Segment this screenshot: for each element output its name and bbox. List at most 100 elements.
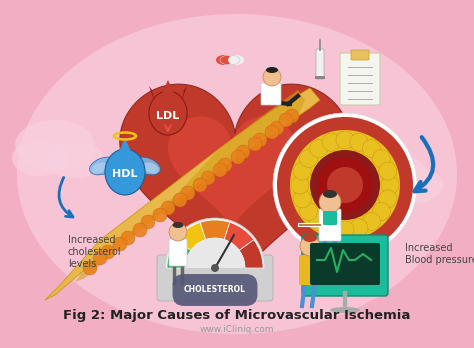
Wedge shape (176, 222, 206, 250)
Circle shape (381, 176, 399, 194)
Polygon shape (45, 88, 320, 300)
Circle shape (193, 178, 207, 192)
Circle shape (83, 261, 97, 275)
Wedge shape (224, 222, 254, 250)
Circle shape (211, 264, 219, 272)
Circle shape (231, 150, 245, 164)
Circle shape (169, 223, 187, 241)
Circle shape (218, 158, 232, 172)
Ellipse shape (105, 149, 145, 195)
Circle shape (327, 167, 363, 203)
FancyBboxPatch shape (340, 53, 380, 105)
Ellipse shape (144, 163, 158, 174)
Ellipse shape (17, 14, 457, 334)
FancyBboxPatch shape (319, 209, 341, 241)
Text: Increased: Increased (68, 235, 116, 245)
Circle shape (270, 121, 284, 135)
FancyBboxPatch shape (310, 243, 380, 285)
Ellipse shape (228, 55, 244, 65)
Ellipse shape (15, 120, 95, 170)
Ellipse shape (323, 190, 337, 198)
Circle shape (310, 212, 328, 230)
Circle shape (336, 221, 354, 239)
FancyBboxPatch shape (299, 255, 321, 285)
Ellipse shape (387, 167, 443, 203)
Polygon shape (75, 90, 305, 282)
Ellipse shape (12, 140, 68, 176)
Ellipse shape (330, 307, 360, 313)
Circle shape (265, 125, 279, 139)
Text: Increased: Increased (405, 243, 453, 253)
Circle shape (201, 171, 215, 185)
Circle shape (291, 176, 309, 194)
FancyBboxPatch shape (169, 239, 187, 266)
Ellipse shape (90, 157, 117, 175)
Polygon shape (160, 80, 176, 98)
Circle shape (279, 113, 293, 127)
Ellipse shape (45, 142, 105, 178)
Circle shape (379, 190, 397, 208)
Circle shape (373, 203, 391, 220)
Ellipse shape (216, 55, 232, 65)
FancyBboxPatch shape (351, 50, 369, 60)
Circle shape (317, 157, 373, 213)
Circle shape (133, 223, 147, 237)
Text: www.iCliniq.com: www.iCliniq.com (200, 325, 274, 334)
Circle shape (319, 191, 341, 213)
Wedge shape (239, 240, 263, 268)
Ellipse shape (149, 91, 187, 135)
Circle shape (141, 215, 155, 229)
Ellipse shape (303, 234, 317, 242)
Text: cholesterol: cholesterol (68, 247, 122, 257)
Ellipse shape (134, 157, 160, 175)
Circle shape (322, 219, 340, 237)
Ellipse shape (352, 153, 428, 197)
Circle shape (93, 251, 107, 265)
Circle shape (300, 203, 318, 220)
Circle shape (350, 219, 368, 237)
Circle shape (363, 140, 381, 158)
Ellipse shape (173, 222, 183, 228)
Circle shape (213, 163, 227, 177)
Text: Fig 2: Major Causes of Microvascular Ischemia: Fig 2: Major Causes of Microvascular Isc… (64, 308, 410, 322)
Circle shape (161, 201, 175, 215)
Circle shape (336, 131, 354, 149)
Polygon shape (149, 86, 154, 100)
Polygon shape (120, 84, 350, 292)
FancyBboxPatch shape (316, 49, 324, 79)
Circle shape (236, 145, 250, 159)
Ellipse shape (342, 170, 398, 206)
Text: HDL: HDL (112, 169, 138, 179)
Circle shape (253, 133, 267, 147)
Circle shape (300, 236, 320, 256)
FancyBboxPatch shape (323, 211, 337, 225)
FancyBboxPatch shape (157, 255, 273, 301)
FancyBboxPatch shape (302, 235, 388, 296)
Wedge shape (200, 220, 230, 239)
Ellipse shape (266, 67, 278, 73)
Text: levels: levels (68, 259, 96, 269)
Circle shape (322, 133, 340, 151)
Wedge shape (167, 240, 191, 268)
Circle shape (293, 190, 311, 208)
Text: CHOLESTEROL: CHOLESTEROL (184, 285, 246, 294)
Circle shape (181, 186, 195, 200)
Circle shape (173, 193, 187, 207)
Wedge shape (165, 218, 265, 268)
Circle shape (290, 130, 400, 240)
Text: Blood pressure: Blood pressure (405, 255, 474, 265)
Circle shape (310, 140, 328, 158)
Circle shape (113, 237, 127, 251)
FancyBboxPatch shape (261, 83, 281, 105)
Polygon shape (117, 138, 133, 156)
Circle shape (373, 150, 391, 167)
Polygon shape (182, 86, 187, 100)
Circle shape (153, 208, 167, 222)
Ellipse shape (91, 163, 107, 174)
Circle shape (277, 117, 413, 253)
Circle shape (293, 162, 311, 180)
Bar (315, 76, 325, 79)
Circle shape (363, 212, 381, 230)
Circle shape (248, 137, 262, 151)
Circle shape (263, 68, 281, 86)
